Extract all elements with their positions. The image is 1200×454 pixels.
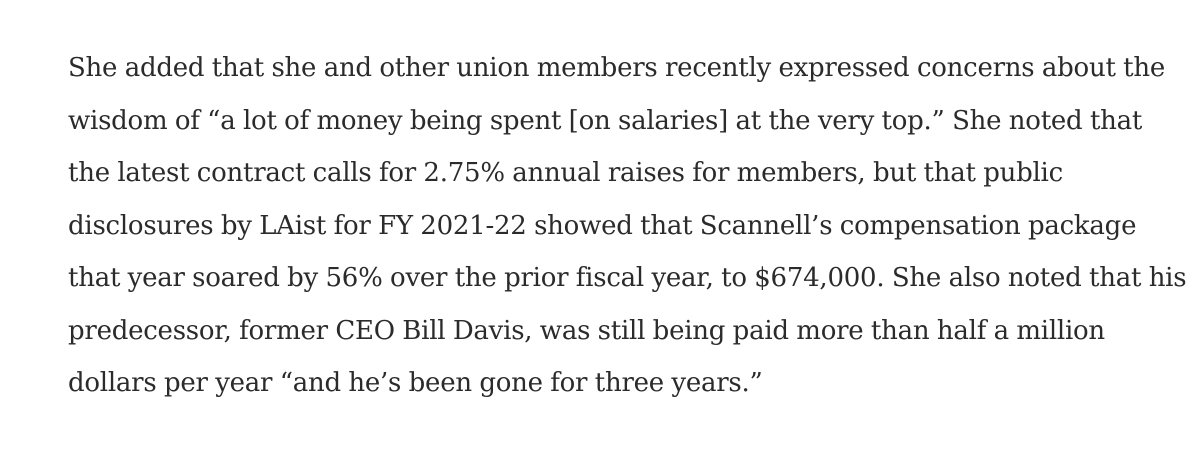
paragraph-line: dollars per year “and he’s been gone for…: [68, 368, 763, 398]
paragraph-line: that year soared by 56% over the prior f…: [68, 263, 1187, 293]
paragraph-line: predecessor, former CEO Bill Davis, was …: [68, 315, 1105, 346]
paragraph-line: wisdom of “a lot of money being spent [o…: [68, 105, 1143, 136]
article-body: She added that she and other union membe…: [68, 42, 1188, 410]
article-paragraph: She added that she and other union membe…: [68, 42, 1188, 410]
paragraph-line: the latest contract calls for 2.75% annu…: [68, 158, 1063, 188]
paragraph-line: disclosures by LAist for FY 2021-22 show…: [68, 210, 1137, 241]
paragraph-line: She added that she and other union membe…: [68, 53, 1165, 83]
